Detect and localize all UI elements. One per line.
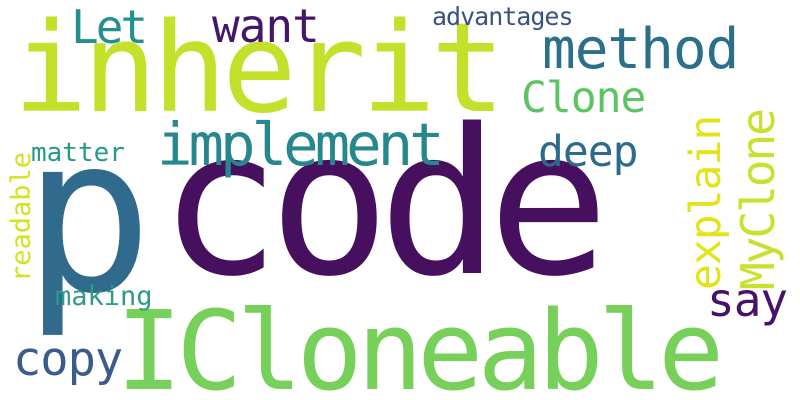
word-icloneable: ICloneable (116, 287, 724, 400)
word-say: say (707, 273, 788, 327)
word-advantages: advantages (432, 2, 574, 31)
word-inherit: inherit (13, 0, 506, 141)
word-want: want (212, 0, 320, 53)
word-copy: copy (13, 332, 123, 387)
word-readable: readable (6, 151, 37, 282)
word-explain: explain (681, 115, 731, 290)
word-let: Let (71, 0, 148, 54)
word-making: making (55, 281, 153, 312)
word-matter: matter (31, 138, 125, 168)
word-code: code (159, 85, 609, 321)
word-deep: deep (538, 127, 639, 177)
word-clone: Clone (521, 73, 646, 123)
word-method: method (542, 17, 739, 82)
word-p: p (23, 90, 154, 341)
word-implement: implement (157, 110, 445, 179)
word-myclone: MyClone (731, 110, 785, 290)
